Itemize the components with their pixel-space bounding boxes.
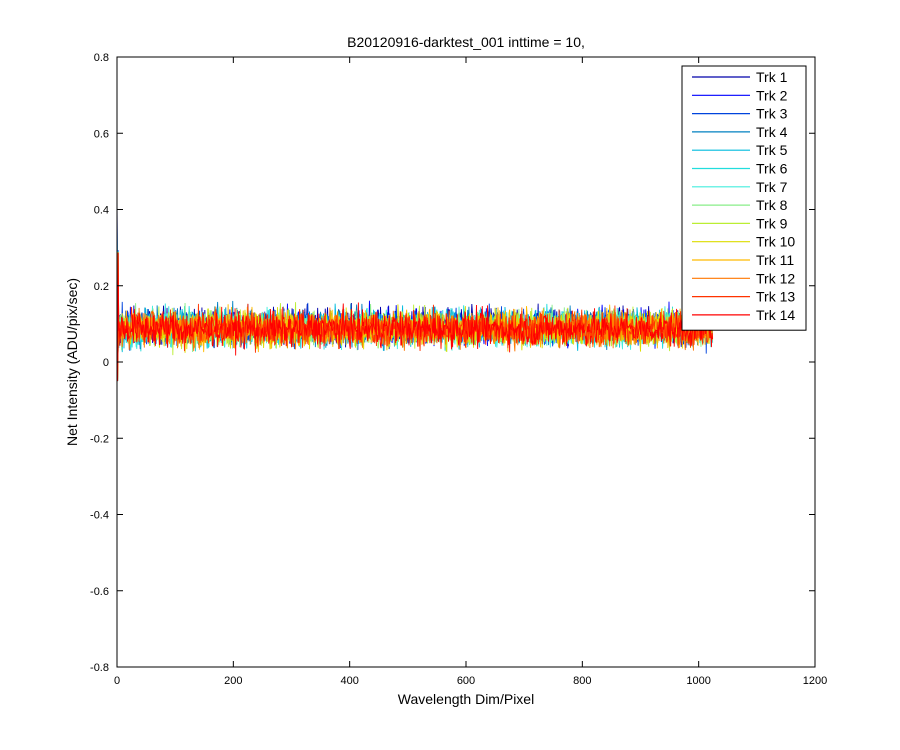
- y-tick-label: -0.2: [90, 433, 109, 445]
- x-tick-label: 1000: [686, 675, 710, 687]
- legend-label: Trk 11: [756, 252, 794, 268]
- legend-label: Trk 5: [756, 142, 788, 158]
- series-layer: [116, 186, 714, 382]
- y-tick-label: 0.8: [94, 52, 109, 64]
- legend-label: Trk 1: [756, 69, 788, 85]
- x-axis-title: Wavelength Dim/Pixel: [398, 691, 534, 707]
- x-tick-label: 600: [457, 675, 475, 687]
- y-tick-label: -0.4: [90, 510, 109, 522]
- legend: Trk 1 Trk 2 Trk 3 Trk 4 Trk 5 Trk 6 Trk 7 Trk 8…: [681, 65, 807, 331]
- legend-label: Trk 12: [756, 270, 795, 286]
- y-tick-label: 0: [103, 357, 109, 369]
- legend-label: Trk 3: [756, 106, 788, 122]
- y-tick-label: 0.6: [94, 128, 109, 140]
- legend-label: Trk 4: [756, 124, 788, 140]
- x-tick-label: 400: [340, 675, 358, 687]
- legend-label: Trk 6: [756, 161, 788, 177]
- ticks-layer: 0 200 400 600 800 1000 1200 -0.8 -0.6 -0.4 -0.2 0 0.…: [90, 52, 827, 687]
- legend-box: [681, 65, 807, 331]
- x-tick-label: 200: [224, 675, 242, 687]
- x-tick-label: 0: [114, 675, 120, 687]
- legend-label: Trk 7: [756, 179, 788, 195]
- legend-label: Trk 8: [756, 197, 788, 213]
- legend-label: Trk 13: [756, 289, 795, 305]
- y-tick-label: 0.4: [94, 205, 109, 217]
- legend-label: Trk 2: [756, 87, 788, 103]
- chart-title: B20120916-darktest_001 inttime = 10,: [347, 34, 585, 50]
- legend-label: Trk 10: [756, 234, 795, 250]
- x-tick-label: 800: [573, 675, 591, 687]
- legend-label: Trk 9: [756, 215, 788, 231]
- x-tick-label: 1200: [803, 675, 827, 687]
- y-tick-label: -0.6: [90, 586, 109, 598]
- y-tick-label: 0.2: [94, 281, 109, 293]
- y-tick-label: -0.8: [90, 662, 109, 674]
- series-line-trk-14: [116, 252, 714, 382]
- legend-label: Trk 14: [756, 307, 795, 323]
- y-axis-title: Net Intensity (ADU/pix/sec): [64, 278, 80, 446]
